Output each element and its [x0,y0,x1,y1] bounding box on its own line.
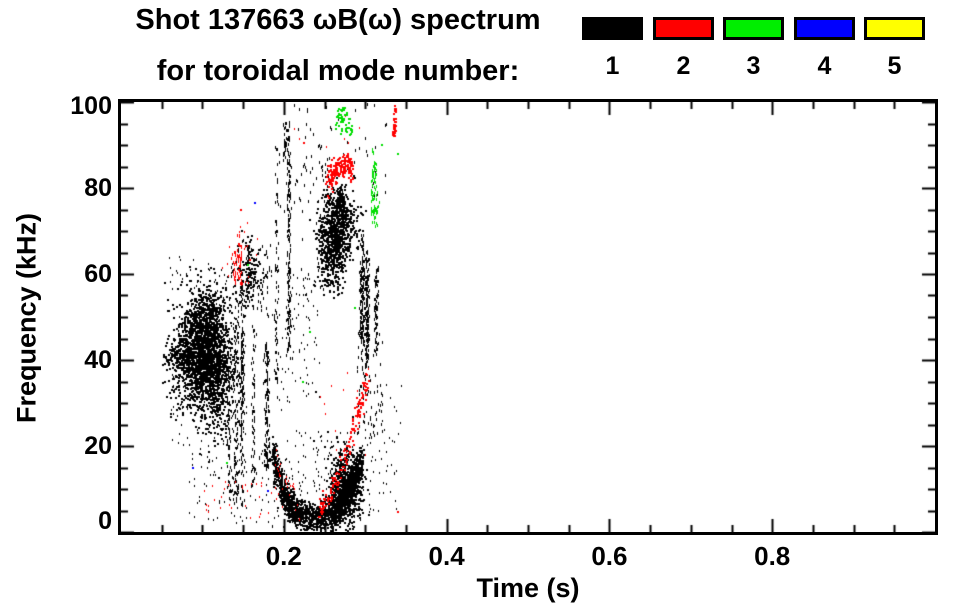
x-tick-label-0.8: 0.8 [754,541,791,571]
legend-swatch-3 [723,17,784,40]
spectrum-canvas [121,102,935,532]
legend-swatch-2 [653,17,714,40]
y-tick-label-0: 0 [98,507,112,535]
y-tick-label-60: 60 [84,260,112,288]
legend-label-1: 1 [605,52,620,80]
y-tick-label-100: 100 [70,92,112,120]
legend-swatch-5 [864,17,925,40]
y-tick-label-20: 20 [84,432,112,460]
chart-subtitle: for toroidal mode number: [156,55,520,87]
legend-label-3: 3 [746,52,761,80]
chart-title: Shot 137663 ωB(ω) spectrum [135,4,541,36]
y-axis-title: Frequency (kHz) [11,212,42,424]
legend-label-2: 2 [676,52,691,80]
y-tick-label-40: 40 [84,346,112,374]
legend-label-5: 5 [887,52,902,80]
x-tick-label-0.6: 0.6 [591,541,628,571]
legend-swatch-1 [582,17,643,40]
x-tick-label-0.4: 0.4 [428,541,465,571]
legend-swatch-4 [794,17,855,40]
x-axis-title: Time (s) [476,573,580,603]
plot-area [118,99,938,535]
x-tick-label-0.2: 0.2 [265,541,302,571]
y-tick-label-80: 80 [84,174,112,202]
legend-label-4: 4 [817,52,832,80]
